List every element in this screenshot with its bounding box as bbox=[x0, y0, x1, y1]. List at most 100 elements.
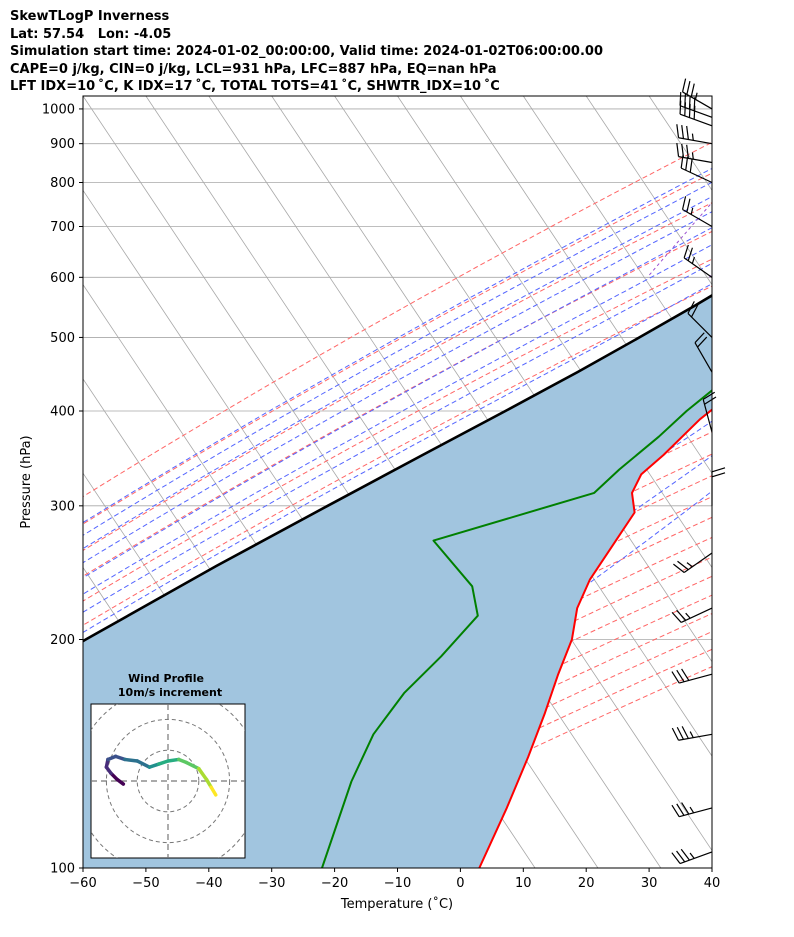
barb-half-flag bbox=[691, 152, 694, 160]
barb-staff bbox=[679, 851, 713, 865]
barb-flag bbox=[702, 391, 716, 400]
barb-flag bbox=[704, 396, 717, 405]
mixing-ratio-line bbox=[709, 273, 712, 278]
y-tick-label: 500 bbox=[50, 331, 75, 346]
y-tick-label: 600 bbox=[50, 271, 75, 286]
x-tick-label: 40 bbox=[704, 876, 721, 891]
x-axis-label: Temperature (˚C) bbox=[340, 896, 453, 912]
barb-half-flag bbox=[691, 133, 694, 141]
dry-adiabat-line bbox=[83, 536, 712, 854]
barb-half-flag bbox=[689, 731, 694, 738]
barb-flag bbox=[687, 247, 693, 261]
temperature-line bbox=[478, 408, 712, 868]
barb-flag bbox=[693, 105, 696, 120]
x-tick-label: 20 bbox=[578, 876, 595, 891]
y-tick-label: 300 bbox=[50, 499, 75, 514]
barb-flag bbox=[684, 102, 687, 116]
barb-flag bbox=[681, 668, 690, 681]
barb-staff bbox=[687, 312, 713, 338]
axes: −60 −50 −40 −30 −20 −10 0 10 20 30 40 100 200 300 400 5… bbox=[42, 102, 720, 891]
moist-adiabat-line bbox=[83, 227, 712, 579]
parcel-line bbox=[83, 293, 712, 643]
barb-flag bbox=[671, 804, 680, 818]
barb-flag bbox=[683, 244, 689, 259]
y-tick-label: 900 bbox=[50, 137, 75, 152]
barb-half-flag bbox=[689, 852, 695, 859]
wind-barb bbox=[671, 802, 713, 818]
barb-flag bbox=[694, 332, 705, 344]
wind-barb bbox=[671, 668, 713, 684]
barb-flag bbox=[685, 156, 689, 171]
barb-staff bbox=[679, 673, 713, 684]
barb-staff bbox=[680, 607, 713, 623]
hodograph-trace-segment bbox=[135, 759, 152, 769]
barb-flag bbox=[676, 803, 685, 816]
barb-flag bbox=[676, 850, 686, 863]
barb-flag bbox=[671, 671, 680, 684]
barb-flag bbox=[676, 143, 680, 157]
barb-flag bbox=[681, 78, 687, 93]
barb-flag bbox=[697, 336, 708, 348]
barb-half-flag bbox=[685, 612, 691, 619]
barb-flag bbox=[687, 301, 695, 314]
hodograph-trace-segment bbox=[184, 760, 201, 771]
location-line: Lat: 57.54 Lon: -4.05 bbox=[10, 26, 172, 42]
time-line: Simulation start time: 2024-01-02_00:00:… bbox=[10, 44, 603, 59]
y-tick-label: 100 bbox=[50, 862, 75, 877]
x-tick-label: −40 bbox=[195, 876, 222, 891]
barb-flag bbox=[680, 154, 684, 169]
hodograph-inset: Wind Profile 10m/s increment bbox=[90, 672, 246, 859]
x-tick-label: −20 bbox=[321, 876, 348, 891]
x-tick-label: 10 bbox=[515, 876, 532, 891]
isotherm-line bbox=[711, 96, 712, 97]
barb-flag bbox=[680, 848, 690, 861]
dry-adiabat-line bbox=[83, 202, 712, 552]
barb-flag bbox=[676, 726, 684, 740]
wind-barb bbox=[671, 607, 713, 623]
barb-half-flag bbox=[690, 207, 694, 215]
wind-barb bbox=[673, 552, 713, 573]
barb-flag bbox=[711, 467, 726, 473]
x-tick-label: 0 bbox=[456, 876, 464, 891]
moist-adiabat-line bbox=[83, 283, 712, 633]
wind-barb bbox=[679, 100, 713, 127]
wind-barb bbox=[687, 301, 713, 338]
barb-half-flag bbox=[691, 256, 696, 264]
barb-half-flag bbox=[686, 562, 693, 568]
barb-flag bbox=[681, 802, 690, 815]
barb-staff bbox=[679, 113, 713, 127]
hodograph-trace-segment bbox=[123, 757, 139, 763]
barb-flag bbox=[686, 81, 691, 95]
barb-flag bbox=[690, 83, 695, 98]
y-tick-label: 400 bbox=[50, 404, 75, 419]
barb-flag bbox=[679, 100, 682, 115]
barb-flag bbox=[671, 611, 682, 623]
dewpoint-line bbox=[321, 389, 712, 868]
x-tick-label: −60 bbox=[69, 876, 96, 891]
barb-flag bbox=[676, 609, 687, 621]
dry-adiabat-line bbox=[83, 172, 712, 525]
wind-barb bbox=[676, 124, 713, 145]
wind-barb bbox=[702, 391, 717, 433]
wind-barb bbox=[681, 196, 713, 228]
barb-flag bbox=[681, 196, 687, 210]
wind-barb bbox=[681, 78, 713, 110]
isotherm-line bbox=[83, 849, 96, 868]
barb-flag bbox=[676, 669, 685, 683]
moist-adiabat-line bbox=[141, 490, 712, 868]
isotherm-line bbox=[460, 96, 712, 474]
indices-line: LFT IDX=10 ˚C, K IDX=17 ˚C, TOTAL TOTS=4… bbox=[10, 79, 500, 94]
chart-header: SkewTLogP Inverness Lat: 57.54 Lon: -4.0… bbox=[10, 8, 603, 96]
hodograph-subtitle: 10m/s increment bbox=[118, 686, 222, 699]
x-tick-label: −10 bbox=[384, 876, 411, 891]
y-tick-label: 800 bbox=[50, 176, 75, 191]
barb-staff bbox=[679, 807, 713, 818]
hodograph-trace-segment bbox=[166, 757, 181, 763]
hodograph-title: Wind Profile bbox=[128, 672, 204, 685]
y-tick-label: 1000 bbox=[42, 102, 75, 117]
y-tick-label: 700 bbox=[50, 220, 75, 235]
x-tick-label: −50 bbox=[132, 876, 159, 891]
barb-staff bbox=[694, 342, 713, 373]
barb-flag bbox=[686, 198, 691, 213]
